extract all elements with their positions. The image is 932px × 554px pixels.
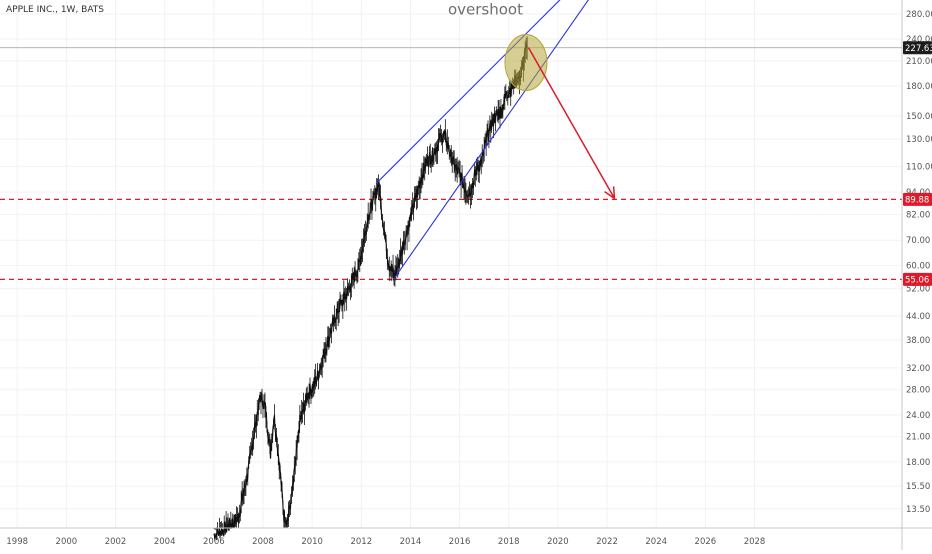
x-tick-label: 2024 [645,537,667,547]
y-tick-label: 24.00 [906,411,930,421]
price-layer [213,36,528,541]
x-tick-label: 2010 [301,537,323,547]
level-badge [903,192,932,206]
channel-lower-line [394,0,589,279]
y-tick-label: 180.00 [906,82,932,92]
channel-upper-line [375,0,561,185]
x-tick-label: 2028 [744,537,766,547]
y-tick-label: 28.00 [906,386,930,396]
x-tick-label: 2022 [596,537,618,547]
x-tick-label: 1998 [6,537,28,547]
x-tick-label: 2020 [547,537,569,547]
symbol-title: APPLE INC., 1W, BATS [6,5,105,15]
last-price-badge-text: 227.63 [905,44,932,54]
badge-layer: 227.63 89.88 55.06 [903,41,932,286]
y-tick-label: 70.00 [906,236,930,246]
target-arrow-head [604,186,616,200]
y-tick-label: 82.00 [906,210,930,220]
y-tick-label: 13.50 [906,505,930,515]
x-tick-label: 2000 [56,537,78,547]
y-tick-label: 32.00 [906,364,930,374]
x-tick-label: 2014 [400,537,422,547]
overshoot-highlight-circle [504,33,548,91]
y-tick-label: 60.00 [906,261,930,271]
overshoot-label: overshoot [448,0,523,18]
x-tick-label: 2008 [252,537,274,547]
y-tick-label: 44.00 [906,312,930,322]
drawings-layer[interactable]: overshoot [375,0,616,279]
x-tick-label: 2002 [105,537,127,547]
x-tick-label: 2026 [695,537,717,547]
x-tick-label: 2006 [203,537,225,547]
y-tick-label: 52.00 [906,285,930,295]
price-series-line [213,42,528,541]
x-tick-label: 2016 [449,537,471,547]
y-tick-label: 18.00 [906,458,930,468]
y-tick-label: 130.00 [906,135,932,145]
level-badge [903,272,932,286]
x-tick-label: 2018 [498,537,520,547]
y-tick-label: 15.50 [906,482,930,492]
y-tick-label: 280.00 [906,10,932,20]
grid-layer [0,0,902,528]
level-badge-text: 89.88 [905,196,929,206]
x-tick-label: 2004 [154,537,176,547]
y-tick-label: 150.00 [906,112,932,122]
y-tick-label: 21.00 [906,433,930,443]
x-tick-label: 2012 [350,537,372,547]
levels-layer [0,47,902,281]
y-tick-label: 210.00 [906,57,932,67]
y-tick-label: 38.00 [906,336,930,346]
level-badge-text: 55.06 [905,276,929,286]
target-arrow-shaft [527,47,616,199]
y-tick-label: 240.00 [906,35,932,45]
last-price-badge [903,41,932,55]
y-tick-label: 110.00 [906,162,932,172]
